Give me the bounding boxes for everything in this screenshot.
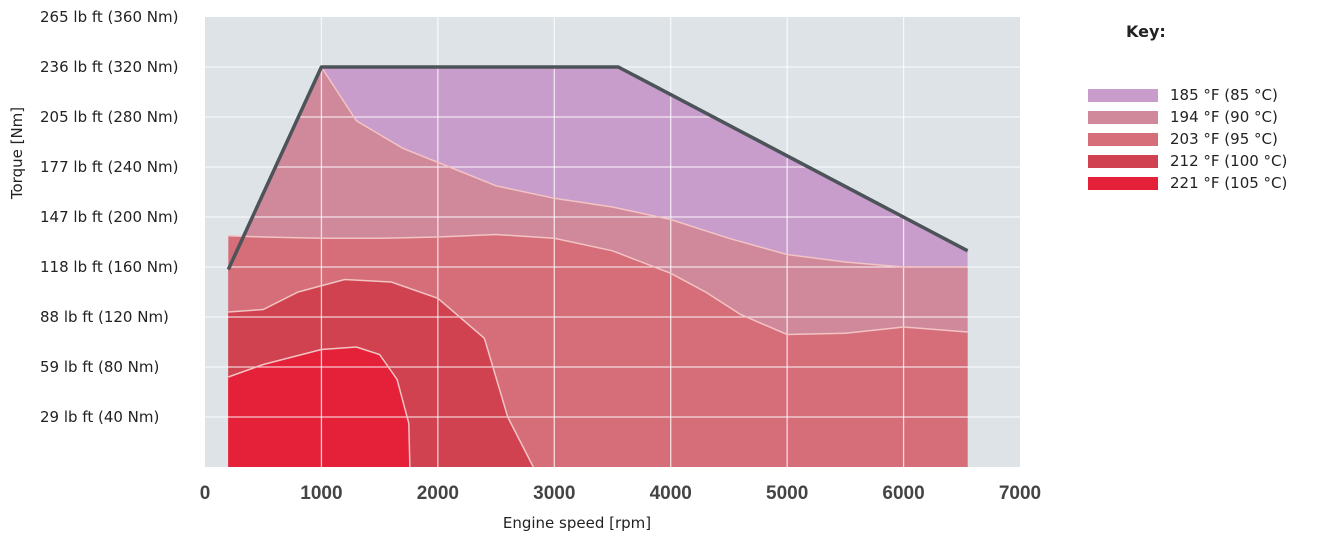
legend-swatch: [1088, 154, 1158, 168]
legend-item: 212 °F (100 °C): [1088, 150, 1320, 172]
y-tick-label: 59 lb ft (80 Nm): [40, 358, 159, 376]
y-tick-label: 177 lb ft (240 Nm): [40, 158, 178, 176]
x-tick-label: 7000: [999, 483, 1041, 504]
x-tick-label: 1000: [300, 483, 342, 504]
torque-map-chart: 29 lb ft (40 Nm) 59 lb ft (80 Nm) 88 lb ft…: [8, 8, 1041, 532]
legend-swatch: [1088, 110, 1158, 124]
x-tick-labels: 0 1000 2000 3000 4000 5000 6000 7000: [200, 483, 1041, 504]
grid-lines: [205, 17, 1020, 467]
x-axis-label: Engine speed [rpm]: [503, 514, 651, 532]
zone-boundaries: [226, 65, 969, 468]
y-tick-label: 205 lb ft (280 Nm): [40, 108, 178, 126]
x-tick-label: 0: [200, 483, 211, 504]
legend-label: 221 °F (105 °C): [1170, 174, 1288, 192]
legend-swatch: [1088, 176, 1158, 190]
x-tick-label: 3000: [533, 483, 575, 504]
y-tick-label: 29 lb ft (40 Nm): [40, 408, 159, 426]
legend-label: 185 °F (85 °C): [1170, 86, 1278, 104]
legend-item: 194 °F (90 °C): [1088, 106, 1320, 128]
zone-boundary-line: [228, 346, 411, 468]
zone-boundary-line: [228, 233, 968, 336]
x-tick-label: 4000: [650, 483, 692, 504]
legend-swatch: [1088, 132, 1158, 146]
legend-label: 212 °F (100 °C): [1170, 152, 1288, 170]
zone-boundary-line: [228, 278, 534, 468]
y-axis-label: Torque [Nm]: [8, 107, 26, 200]
legend-item: 185 °F (85 °C): [1088, 84, 1320, 106]
y-tick-label: 265 lb ft (360 Nm): [40, 8, 178, 26]
legend-item: 221 °F (105 °C): [1088, 172, 1320, 194]
zone-fill-221F: [228, 347, 410, 467]
y-tick-label: 236 lb ft (320 Nm): [40, 58, 178, 76]
full-load-envelope-line: [226, 65, 969, 271]
legend-item: 203 °F (95 °C): [1088, 128, 1320, 150]
zone-boundary-line: [320, 66, 968, 268]
y-tick-label: 118 lb ft (160 Nm): [40, 258, 178, 276]
x-tick-label: 6000: [882, 483, 924, 504]
x-tick-label: 2000: [417, 483, 459, 504]
legend-swatch: [1088, 88, 1158, 102]
legend-label: 203 °F (95 °C): [1170, 130, 1278, 148]
x-tick-label: 5000: [766, 483, 808, 504]
y-tick-labels: 29 lb ft (40 Nm) 59 lb ft (80 Nm) 88 lb ft…: [40, 8, 178, 426]
legend: Key: 185 °F (85 °C) 194 °F (90 °C) 203 °…: [1088, 22, 1320, 194]
legend-title: Key:: [1126, 22, 1166, 41]
legend-label: 194 °F (90 °C): [1170, 108, 1278, 126]
y-tick-label: 147 lb ft (200 Nm): [40, 208, 178, 226]
y-tick-label: 88 lb ft (120 Nm): [40, 308, 169, 326]
